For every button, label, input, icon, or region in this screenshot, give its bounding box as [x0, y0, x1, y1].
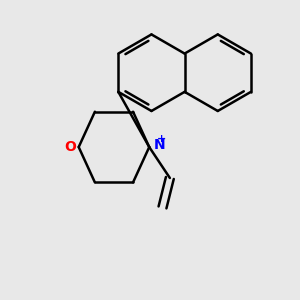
Text: +: +: [157, 134, 167, 144]
Text: O: O: [64, 140, 76, 154]
Text: N: N: [154, 138, 165, 152]
